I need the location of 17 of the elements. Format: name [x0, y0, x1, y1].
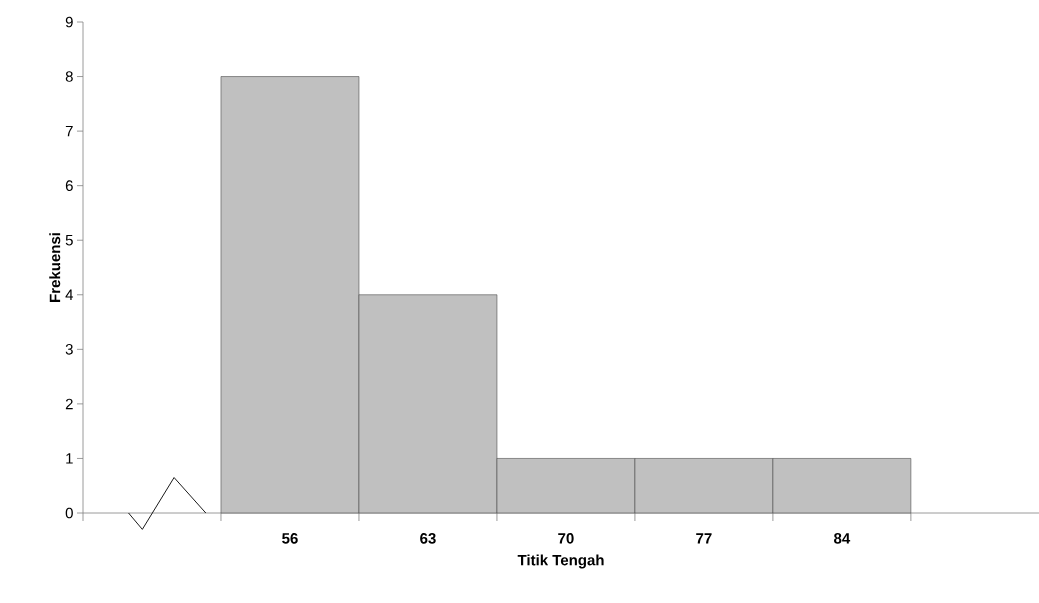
- x-tick-label: 63: [420, 533, 436, 544]
- y-tick-label: 3: [65, 344, 73, 355]
- y-tick-label: 4: [65, 289, 74, 300]
- y-tick-label: 6: [65, 180, 73, 191]
- y-tick-label: 2: [65, 398, 73, 410]
- x-tick-label: 56: [282, 533, 298, 544]
- y-tick-label: 8: [65, 71, 73, 82]
- y-tick-label: 1: [66, 453, 73, 464]
- x-tick-label: 84: [834, 533, 851, 544]
- x-tick-label: 77: [696, 533, 712, 544]
- y-tick-label: 7: [65, 125, 73, 137]
- y-tick-label: 5: [65, 234, 73, 246]
- y-axis-title: Frekuensi: [49, 233, 61, 302]
- y-tick-label: 9: [65, 16, 73, 28]
- x-axis-title: Titik Tengah: [517, 554, 604, 569]
- y-tick-label: 0: [65, 507, 73, 519]
- x-tick-label: 70: [558, 533, 574, 544]
